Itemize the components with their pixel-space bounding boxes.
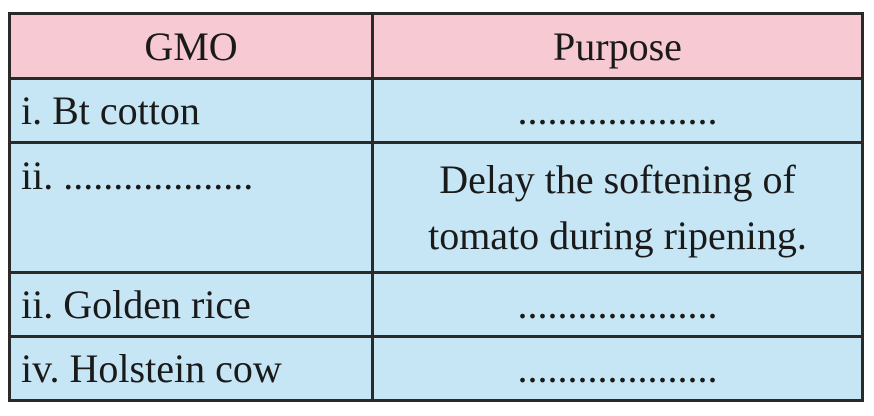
purpose-cell: Delay the softening of tomato during rip… [371, 141, 864, 274]
table-row: ii. Golden rice.................... [8, 271, 864, 338]
gmo-table: GMO Purpose i. Bt cotton.................… [8, 12, 864, 402]
purpose-cell: .................... [371, 335, 864, 402]
purpose-cell: .................... [371, 77, 864, 144]
gmo-cell: ii. ................... [8, 141, 374, 274]
header-gmo: GMO [8, 12, 374, 80]
table-row: ii. ................... Delay the softeni… [8, 141, 864, 274]
gmo-cell: ii. Golden rice [8, 271, 374, 338]
purpose-cell: .................... [371, 271, 864, 338]
gmo-cell: iv. Holstein cow [8, 335, 374, 402]
gmo-cell: i. Bt cotton [8, 77, 374, 144]
table-row: i. Bt cotton.................... [8, 77, 864, 144]
table-row: iv. Holstein cow.................... [8, 335, 864, 402]
header-purpose: Purpose [371, 12, 864, 80]
